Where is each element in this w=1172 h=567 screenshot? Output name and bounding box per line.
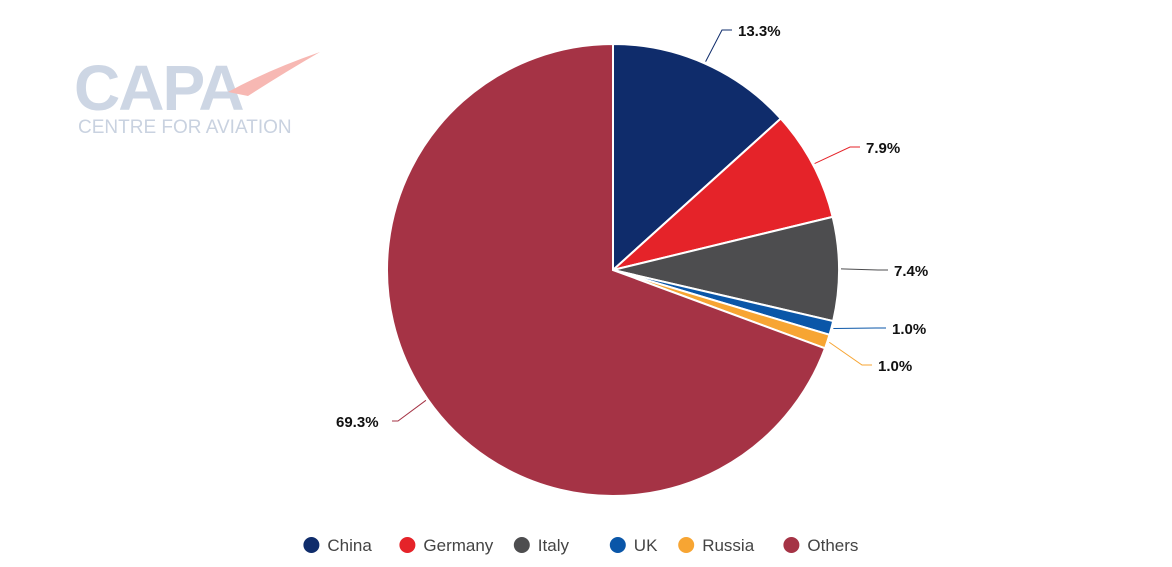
leader-line-others — [392, 399, 427, 422]
pie-data-labels: 13.3% 7.9% 7.4% 1.0% 1.0% 69.3% — [336, 23, 928, 431]
legend-label-russia: Russia — [702, 536, 755, 555]
logo-name: CAPA — [74, 52, 243, 124]
legend-marker-china — [303, 537, 320, 553]
pie-slice-germany — [612, 117, 834, 271]
legend-item-uk[interactable]: UK — [609, 536, 658, 555]
legend-marker-others — [783, 537, 800, 553]
legend-item-germany[interactable]: Germany — [399, 536, 494, 555]
data-label-china: 13.3% — [738, 23, 781, 40]
legend-marker-italy — [513, 537, 530, 553]
data-label-uk: 1.0% — [892, 321, 926, 338]
legend-item-others[interactable]: Others — [783, 536, 858, 555]
leader-line-china — [705, 29, 732, 62]
legend-marker-russia — [678, 537, 695, 553]
leader-line-germany — [814, 146, 860, 164]
legend-label-germany: Germany — [423, 536, 493, 555]
legend-marker-uk — [609, 537, 626, 553]
legend-item-russia[interactable]: Russia — [678, 536, 755, 555]
logo-tagline: CENTRE FOR AVIATION — [78, 117, 292, 138]
legend-label-others: Others — [807, 536, 858, 555]
logo-swoosh-icon — [228, 52, 320, 96]
capa-logo: CAPA CENTRE FOR AVIATION — [74, 52, 320, 138]
data-label-italy: 7.4% — [894, 263, 928, 280]
legend-item-italy[interactable]: Italy — [513, 536, 570, 555]
leader-line-italy — [840, 268, 888, 271]
leader-line-russia — [828, 341, 872, 366]
pie-slice-others — [386, 42, 827, 497]
chart-legend: China Germany Italy UK Russia Others — [303, 536, 858, 555]
legend-item-china[interactable]: China — [303, 536, 372, 555]
legend-label-italy: Italy — [538, 536, 570, 555]
legend-label-china: China — [327, 536, 372, 555]
pie-slices — [386, 42, 840, 497]
data-label-others: 69.3% — [336, 414, 379, 431]
legend-label-uk: UK — [634, 536, 658, 555]
pie-slice-china — [612, 42, 783, 273]
data-label-russia: 1.0% — [878, 358, 912, 375]
legend-marker-germany — [399, 537, 416, 553]
pie-slice-italy — [612, 215, 840, 323]
data-label-germany: 7.9% — [866, 140, 900, 157]
